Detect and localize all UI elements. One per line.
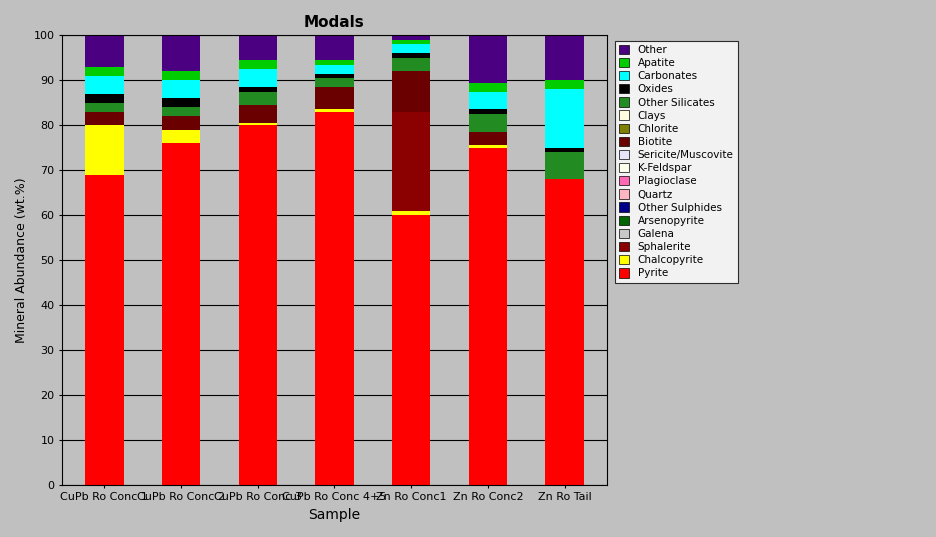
Bar: [239, 87, 277, 91]
Bar: [162, 116, 200, 130]
Bar: [85, 112, 124, 125]
Bar: [239, 105, 277, 123]
Bar: [315, 78, 354, 87]
Bar: [162, 130, 200, 143]
X-axis label: Sample: Sample: [308, 508, 360, 522]
Bar: [162, 98, 200, 107]
Bar: [162, 71, 200, 80]
Bar: [239, 35, 277, 60]
Bar: [315, 64, 354, 74]
Bar: [315, 87, 354, 110]
Bar: [546, 35, 584, 80]
Bar: [85, 125, 124, 175]
Bar: [392, 211, 431, 215]
Bar: [469, 83, 507, 91]
Bar: [85, 76, 124, 94]
Bar: [315, 74, 354, 78]
Bar: [239, 60, 277, 69]
Bar: [162, 80, 200, 98]
Bar: [239, 125, 277, 485]
Bar: [315, 112, 354, 485]
Bar: [239, 123, 277, 125]
Bar: [392, 112, 431, 211]
Bar: [546, 179, 584, 485]
Bar: [469, 146, 507, 148]
Y-axis label: Mineral Abundance (wt.%): Mineral Abundance (wt.%): [15, 177, 28, 343]
Bar: [392, 40, 431, 45]
Bar: [469, 132, 507, 146]
Bar: [469, 110, 507, 114]
Bar: [546, 89, 584, 148]
Bar: [315, 110, 354, 112]
Bar: [162, 143, 200, 485]
Bar: [85, 175, 124, 485]
Legend: Other, Apatite, Carbonates, Oxides, Other Silicates, Clays, Chlorite, Biotite, S: Other, Apatite, Carbonates, Oxides, Othe…: [615, 40, 738, 282]
Title: Modals: Modals: [304, 15, 365, 30]
Bar: [162, 107, 200, 116]
Bar: [162, 35, 200, 71]
Bar: [546, 148, 584, 152]
Bar: [392, 71, 431, 112]
Bar: [85, 35, 124, 67]
Bar: [392, 53, 431, 58]
Bar: [392, 58, 431, 71]
Bar: [546, 152, 584, 179]
Bar: [469, 91, 507, 110]
Bar: [469, 35, 507, 83]
Bar: [239, 91, 277, 105]
Bar: [85, 103, 124, 112]
Bar: [315, 60, 354, 64]
Bar: [315, 35, 354, 60]
Bar: [85, 67, 124, 76]
Bar: [85, 94, 124, 103]
Bar: [392, 45, 431, 53]
Bar: [392, 215, 431, 485]
Bar: [239, 69, 277, 87]
Bar: [469, 148, 507, 485]
Bar: [392, 35, 431, 40]
Bar: [469, 114, 507, 132]
Bar: [546, 80, 584, 89]
